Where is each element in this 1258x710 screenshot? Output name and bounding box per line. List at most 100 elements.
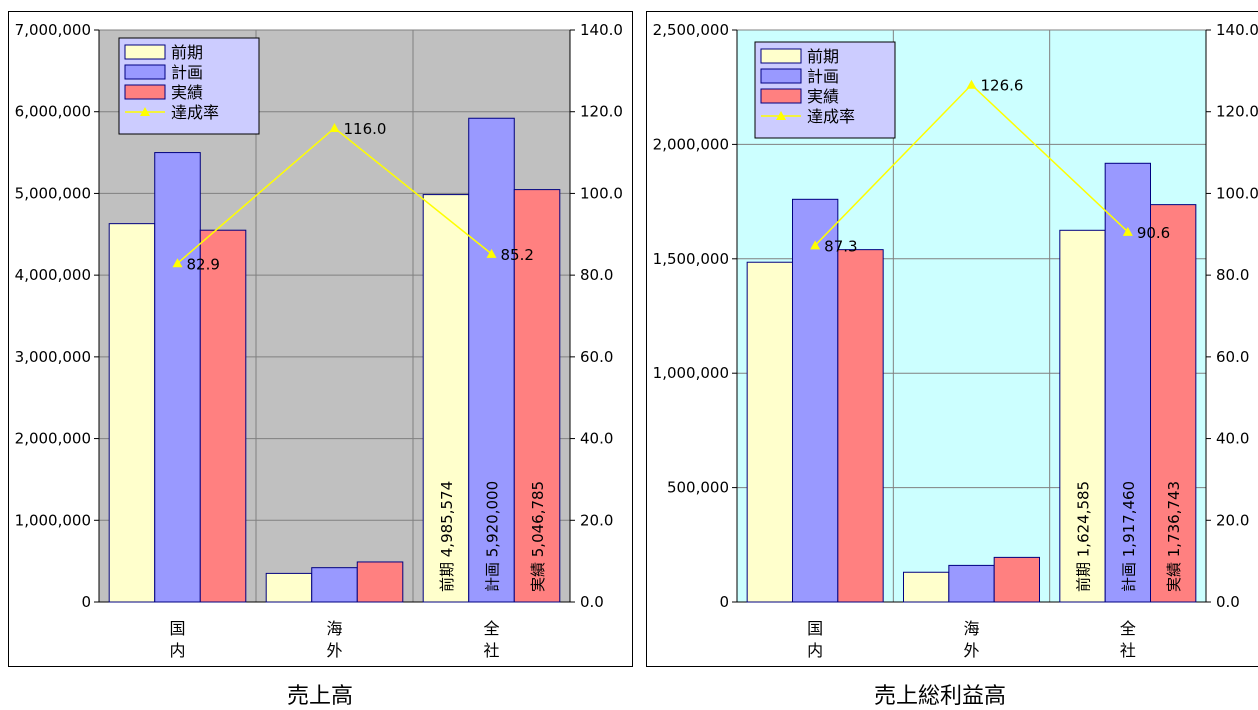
- y-tick-label: 1,500,000: [653, 250, 729, 268]
- gross-profit-chart-panel: 0 500,000 1,000,000 1,500,000 2,000,000 2,500…: [646, 11, 1258, 667]
- y2-tick-label: 100.0: [580, 184, 623, 202]
- y-tick-label: 3,000,000: [15, 348, 91, 366]
- category-label: 外: [963, 641, 979, 660]
- bar-prev: [902, 571, 950, 603]
- y2-tick-label: 140.0: [580, 21, 623, 39]
- bar-plan: [1104, 162, 1152, 603]
- category-label: 全: [1120, 619, 1136, 638]
- y2-tick-label: 40.0: [1216, 430, 1249, 448]
- bar-actual: [513, 189, 561, 603]
- y2-tick-label: 80.0: [580, 266, 613, 284]
- bar-value-label: 前期 1,624,585: [1074, 481, 1092, 592]
- gross-profit-chart: 0 500,000 1,000,000 1,500,000 2,000,000 2,500…: [653, 21, 1258, 660]
- bar-value-label: 計画 1,917,460: [1120, 481, 1138, 592]
- rate-marker: [486, 248, 497, 258]
- category-label: 海: [326, 619, 342, 638]
- legend-swatch-plan: [124, 64, 166, 80]
- bar-value-label: 実績 1,736,743: [1165, 481, 1183, 592]
- category-label: 海: [963, 619, 979, 638]
- bar-value-label: 前期 4,985,574: [438, 481, 456, 592]
- rate-label: 82.9: [187, 255, 220, 273]
- legend-swatch-prev: [124, 44, 166, 60]
- legend-label-rate: 達成率: [807, 107, 855, 126]
- bar-prev: [746, 261, 793, 603]
- y2-tick-label: 20.0: [580, 511, 613, 529]
- y-tick-label: 5,000,000: [15, 184, 91, 202]
- bar-actual: [837, 249, 884, 603]
- y-tick-label: 1,000,000: [15, 511, 91, 529]
- legend-label-plan: 計画: [807, 67, 839, 86]
- bar-prev: [108, 223, 156, 603]
- bar-actual: [1150, 204, 1197, 603]
- category-label: 社: [483, 641, 499, 660]
- rate-marker: [172, 258, 183, 268]
- category-label: 国: [169, 619, 185, 638]
- y-tick-label: 2,500,000: [653, 21, 729, 39]
- y2-tick-label: 40.0: [580, 430, 613, 448]
- rate-marker: [1122, 226, 1133, 236]
- rate-label: 116.0: [344, 120, 387, 138]
- category-label: 国: [807, 619, 823, 638]
- bar-plan: [468, 117, 515, 603]
- legend-label-prev: 前期: [171, 43, 203, 62]
- category-label: 内: [807, 641, 823, 660]
- y2-tick-label: 60.0: [1216, 348, 1249, 366]
- rate-marker: [966, 79, 977, 89]
- y-tick-label: 2,000,000: [653, 135, 729, 153]
- rate-marker: [810, 240, 821, 250]
- rate-label: 90.6: [1137, 224, 1170, 242]
- bar-actual: [356, 561, 404, 603]
- y-tick-label: 4,000,000: [15, 266, 91, 284]
- bar-plan: [791, 198, 839, 603]
- legend-swatch-actual: [124, 84, 166, 100]
- legend-marker-rate: [140, 107, 150, 116]
- y2-tick-label: 20.0: [1216, 511, 1249, 529]
- y2-tick-label: 120.0: [580, 103, 623, 121]
- category-label: 全: [483, 619, 499, 638]
- bar-actual: [199, 229, 247, 603]
- category-label: 社: [1120, 641, 1136, 660]
- y-tick-label: 500,000: [667, 479, 729, 497]
- sales-chart-title: 売上高: [286, 684, 353, 709]
- legend-swatch-prev: [760, 48, 802, 64]
- bar-plan: [154, 152, 201, 603]
- y2-tick-label: 140.0: [1216, 21, 1258, 39]
- legend-label-rate: 達成率: [171, 103, 219, 122]
- rate-label: 126.6: [981, 77, 1024, 95]
- bar-value-label: 実績 5,046,785: [529, 481, 547, 592]
- bar-prev: [265, 572, 313, 603]
- y2-tick-label: 0.0: [580, 593, 604, 611]
- y-tick-label: 0: [719, 593, 729, 611]
- legend-label-plan: 計画: [171, 63, 203, 82]
- y-tick-label: 2,000,000: [15, 430, 91, 448]
- y2-tick-label: 0.0: [1216, 593, 1240, 611]
- legend-swatch-actual: [760, 88, 802, 104]
- bar-actual: [993, 556, 1041, 603]
- y-tick-label: 7,000,000: [15, 21, 91, 39]
- legend-label-actual: 実績: [171, 83, 203, 102]
- y-tick-label: 1,000,000: [653, 364, 729, 382]
- y-tick-label: 0: [81, 593, 91, 611]
- legend-label-prev: 前期: [807, 47, 839, 66]
- bar-plan: [311, 567, 358, 603]
- rate-marker: [329, 123, 340, 133]
- sales-chart: 0 1,000,000 2,000,000 3,000,000 4,000,000 5,0…: [15, 21, 623, 660]
- category-label: 内: [169, 641, 185, 660]
- legend-marker-rate: [776, 111, 786, 120]
- y2-tick-label: 60.0: [580, 348, 613, 366]
- sales-chart-panel: 0 1,000,000 2,000,000 3,000,000 4,000,000 5,0…: [8, 11, 633, 667]
- y2-tick-label: 120.0: [1216, 103, 1258, 121]
- rate-label: 85.2: [501, 246, 534, 264]
- bar-plan: [948, 564, 995, 603]
- bar-prev: [1059, 229, 1106, 603]
- y-tick-label: 6,000,000: [15, 103, 91, 121]
- legend-swatch-plan: [760, 68, 802, 84]
- y2-tick-label: 100.0: [1216, 184, 1258, 202]
- legend-label-actual: 実績: [807, 87, 839, 106]
- category-label: 外: [326, 641, 342, 660]
- gross-profit-chart-title: 売上総利益高: [873, 684, 1006, 709]
- bar-value-label: 計画 5,920,000: [484, 481, 502, 592]
- y2-tick-label: 80.0: [1216, 266, 1249, 284]
- rate-label: 87.3: [824, 237, 857, 255]
- bar-prev: [422, 194, 470, 603]
